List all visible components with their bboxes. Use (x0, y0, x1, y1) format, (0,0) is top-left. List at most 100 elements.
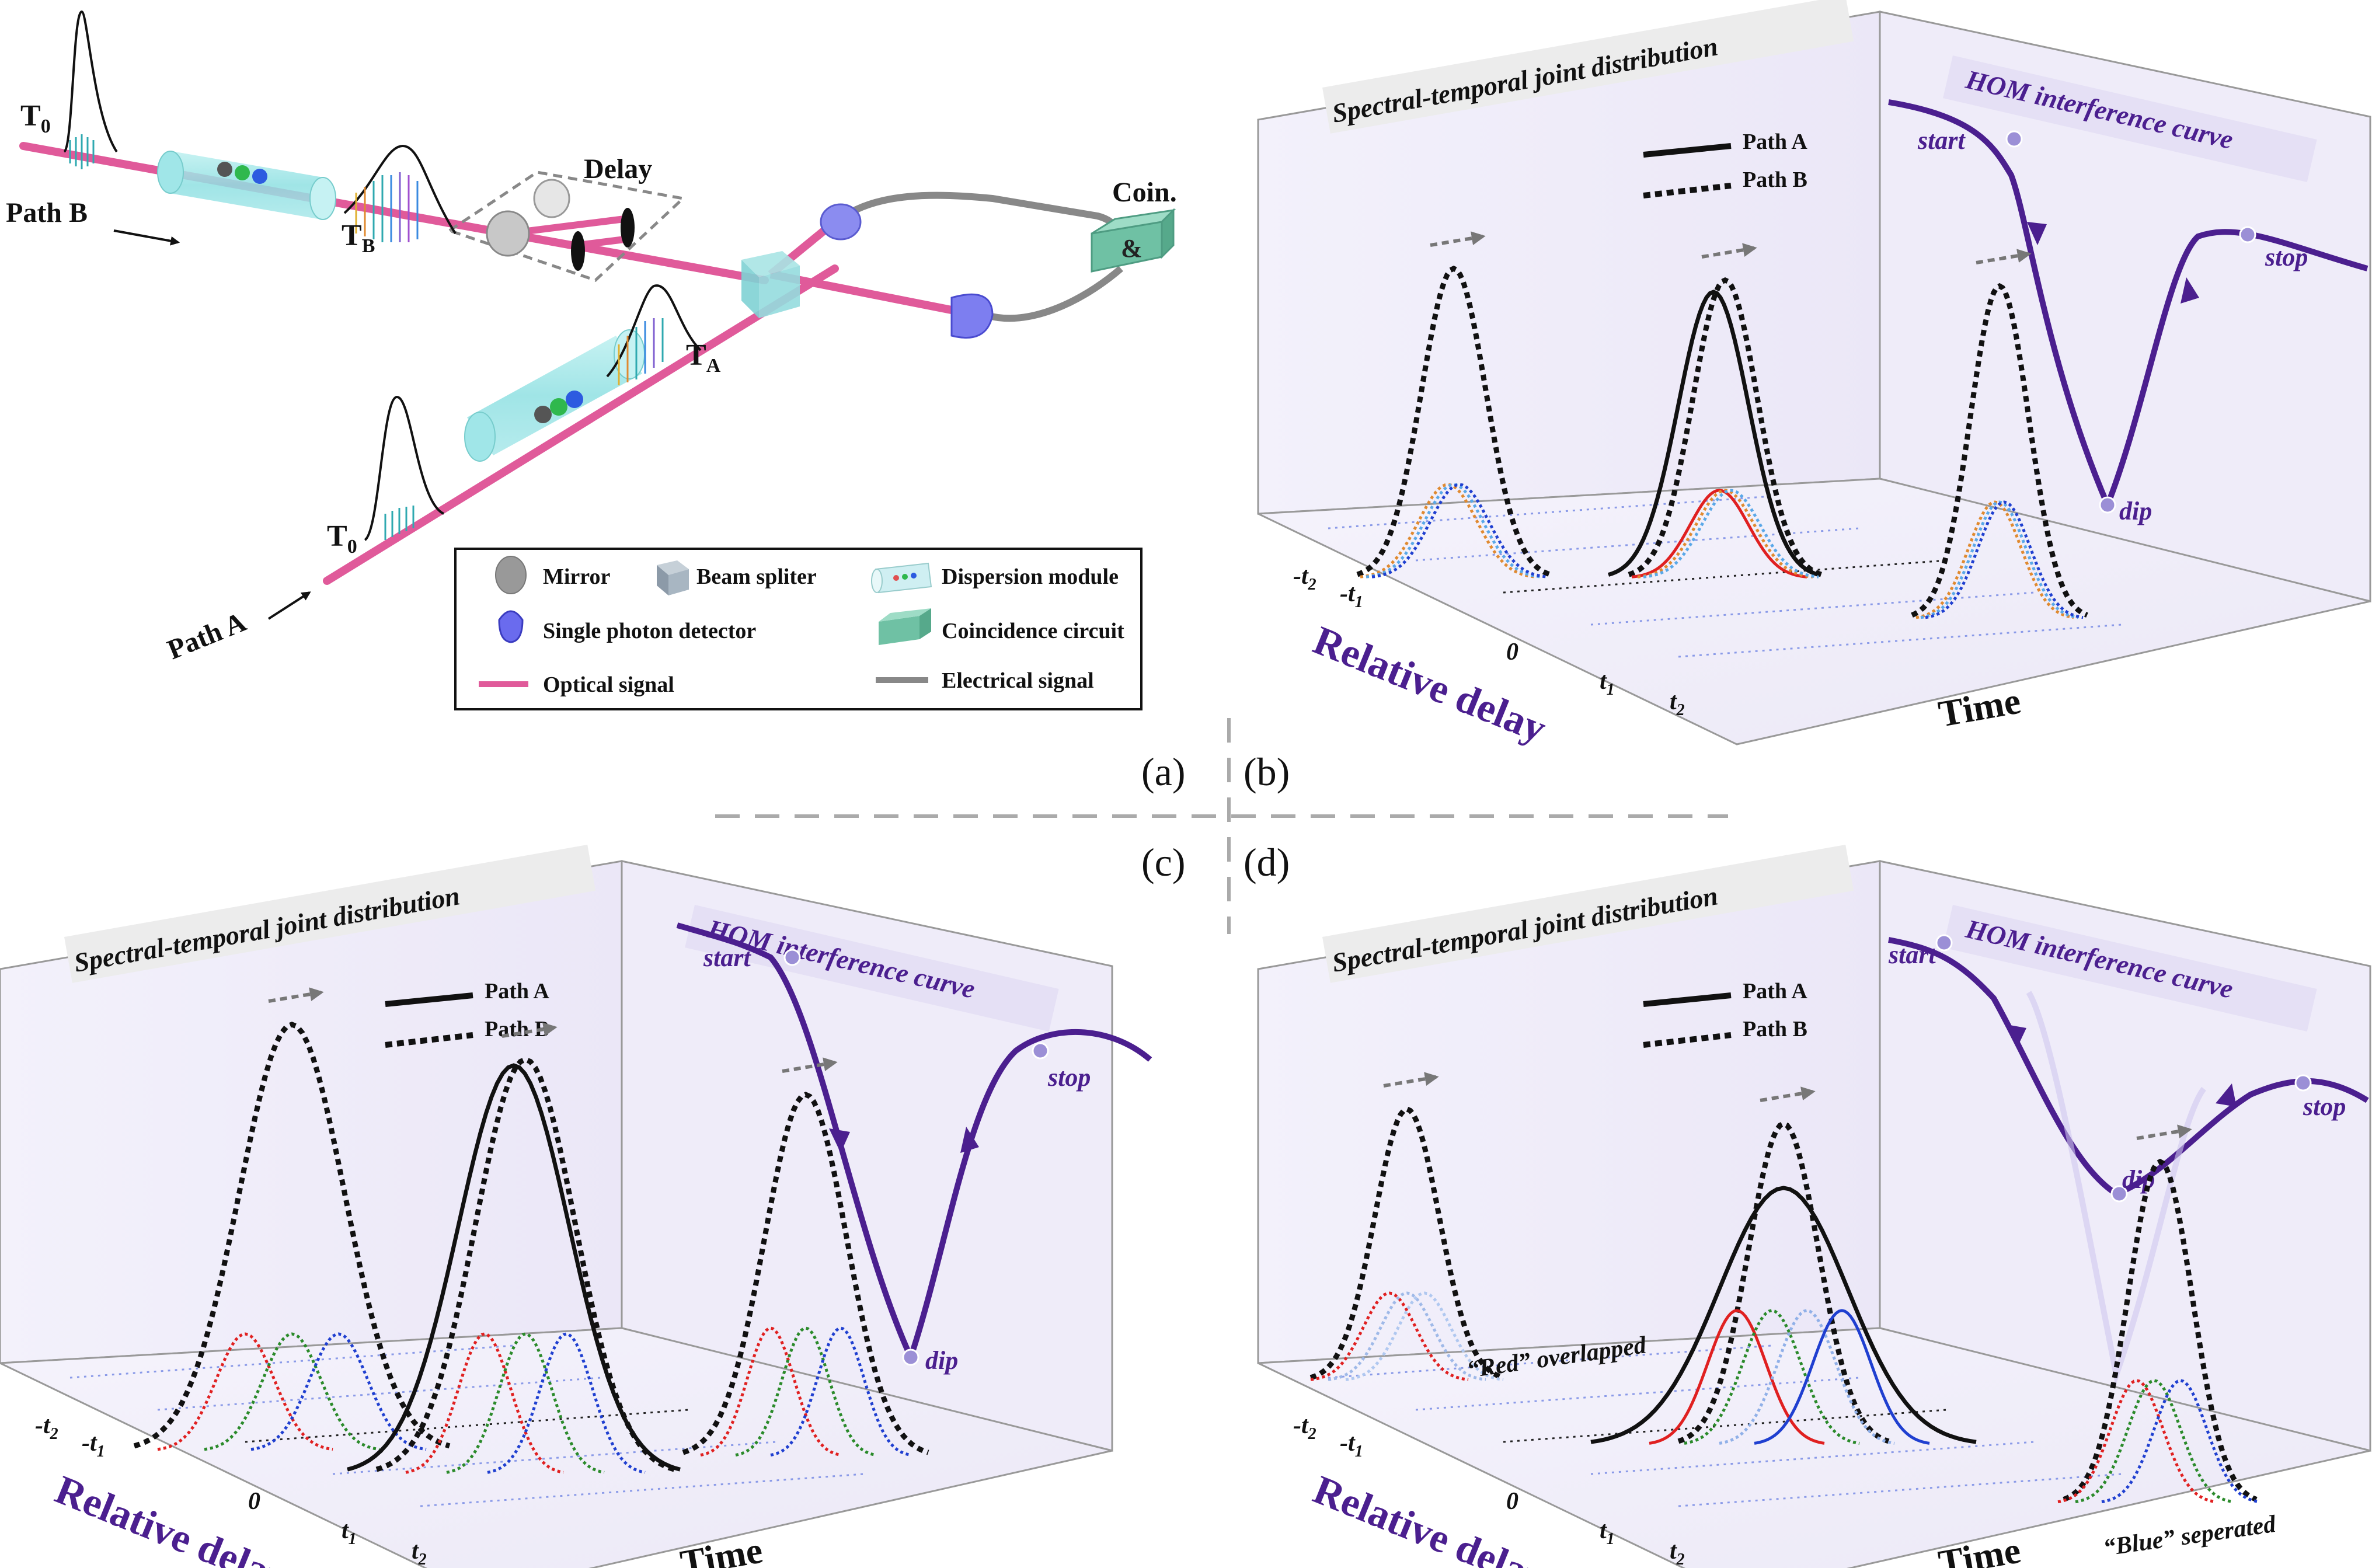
legend-mirror-icon (495, 556, 527, 594)
legend-single-photon-detector: Single photon detector (543, 619, 756, 643)
electrical-line-1 (838, 191, 1124, 246)
spectral-component (1366, 483, 1542, 579)
legend-optical-signal: Optical signal (543, 673, 674, 697)
path-b-arrow (113, 229, 180, 246)
axis-tick: 0 (248, 1488, 260, 1515)
mirror-icon (571, 231, 585, 271)
spectral-component (487, 1332, 646, 1474)
hom-arrow-icon (2027, 222, 2047, 245)
path-a-arrow (267, 591, 311, 620)
pulse-t0-top (63, 10, 118, 153)
panel-c-plot: Spectral-temporal joint distributionPath… (0, 844, 1152, 1568)
hom-stop-label: stop (2265, 243, 2308, 271)
axis-tick: t2 (1670, 688, 1685, 719)
legend-beam-splitter-icon (657, 560, 689, 595)
hom-point (2099, 496, 2116, 514)
pulse-ta (606, 284, 702, 378)
pulse-path-b (1309, 1106, 1504, 1381)
pulse-path-b (1677, 1121, 1890, 1444)
legend-path-a-line (385, 992, 473, 1007)
pulse-path-b (2063, 1158, 2258, 1502)
hom-start-label: start (703, 943, 751, 972)
hom-point (2239, 226, 2256, 243)
legend-path-a: Path A (1743, 979, 1807, 1003)
spectral-component (1345, 1291, 1504, 1381)
shift-arrow (1430, 231, 1486, 247)
spectral-component (1920, 500, 2079, 619)
hom-point (783, 949, 801, 966)
floor (1258, 1327, 2371, 1568)
dispersion-module-b-icon (157, 151, 336, 220)
pulse-path-b (1911, 283, 2088, 618)
title-box (1322, 0, 1854, 134)
legend-path-a: Path A (485, 979, 549, 1003)
t0-top-label: T0 (20, 99, 51, 137)
shift-arrow (501, 1022, 558, 1038)
delay-beam-3 (577, 236, 625, 249)
axis-tick: -t1 (82, 1430, 105, 1461)
single-photon-detector-icon (950, 293, 994, 339)
coin-label: Coin. (1112, 177, 1177, 208)
axis-tick: -t2 (1293, 1412, 1316, 1443)
spectral-component (1719, 1309, 1895, 1445)
optical-beam-path-b (19, 142, 769, 284)
hom-curve-reference (2026, 991, 2207, 1386)
panel-label-b: (b) (1244, 750, 1290, 794)
spectral-component (2075, 1379, 2234, 1504)
hom-stop-label: stop (1047, 1063, 1091, 1092)
hom-arrow-icon (960, 1127, 979, 1153)
mirror-icon (621, 208, 635, 248)
spectral-component (446, 1332, 605, 1474)
axis-tick: -t2 (1293, 563, 1316, 594)
hom-point (902, 1349, 919, 1366)
pulse-path-a (1590, 1186, 1977, 1444)
spectral-component (1643, 489, 1819, 579)
path-a-label: Path A (163, 606, 250, 665)
pulse-path-a (347, 1063, 681, 1472)
spectral-component (204, 1332, 380, 1451)
hom-arrow-icon (2181, 277, 2199, 304)
pulse-path-a (1607, 290, 1820, 577)
mirror-icon (533, 179, 570, 218)
legend-coincidence-circuit: Coincidence circuit (942, 619, 1124, 643)
legend-path-b-line (385, 1032, 473, 1048)
hom-point (1032, 1042, 1049, 1060)
spectral-component (2101, 1379, 2260, 1504)
spectral-component (250, 1332, 427, 1451)
legend-dispersion-module-icon (871, 562, 932, 594)
pulse-tb (343, 144, 457, 235)
hom-title-box (685, 905, 1059, 1032)
spectral-component (1310, 1291, 1469, 1381)
legend-path-b: Path B (1743, 1017, 1807, 1041)
hom-dip-label: dip (2119, 497, 2152, 525)
spectral-component (1754, 1309, 1930, 1445)
hom-start-label: start (1917, 126, 1966, 155)
pulse-tb-carrier (355, 172, 419, 242)
spectral-component (1915, 500, 2074, 619)
legend-coincidence-icon (879, 608, 931, 645)
shift-arrow (1383, 1072, 1439, 1088)
shift-arrow (1760, 1086, 1816, 1102)
spectral-component (1631, 489, 1807, 579)
shift-arrow (268, 987, 324, 1003)
legend-path-b: Path B (1743, 168, 1807, 192)
spectral-component (1684, 1309, 1860, 1445)
pulse-t0-bottom-carrier (384, 506, 415, 540)
blue-separated-note: “Blue” seperated (2102, 1511, 2278, 1562)
panel-label-d: (d) (1244, 840, 1290, 884)
spectral-component (405, 1332, 564, 1474)
pulse-ta-carrier (618, 318, 664, 385)
pulse-t0-top-carrier (69, 134, 95, 169)
hom-stop-label: stop (2303, 1092, 2346, 1121)
delay-label: Delay (584, 154, 652, 184)
optical-beam-path-a (323, 264, 839, 585)
hom-point (1935, 934, 1953, 952)
t0-bottom-label: T0 (327, 520, 357, 557)
axis-tick: 0 (1506, 639, 1518, 665)
pulse-path-b (375, 1057, 675, 1472)
spectral-component (157, 1332, 333, 1451)
hom-arrow-icon (2007, 1025, 2026, 1048)
panel-b-plot: Spectral-temporal joint distributionPath… (1257, 0, 2371, 752)
electrical-line-2 (985, 266, 1123, 322)
pulse-path-b (133, 1022, 451, 1449)
